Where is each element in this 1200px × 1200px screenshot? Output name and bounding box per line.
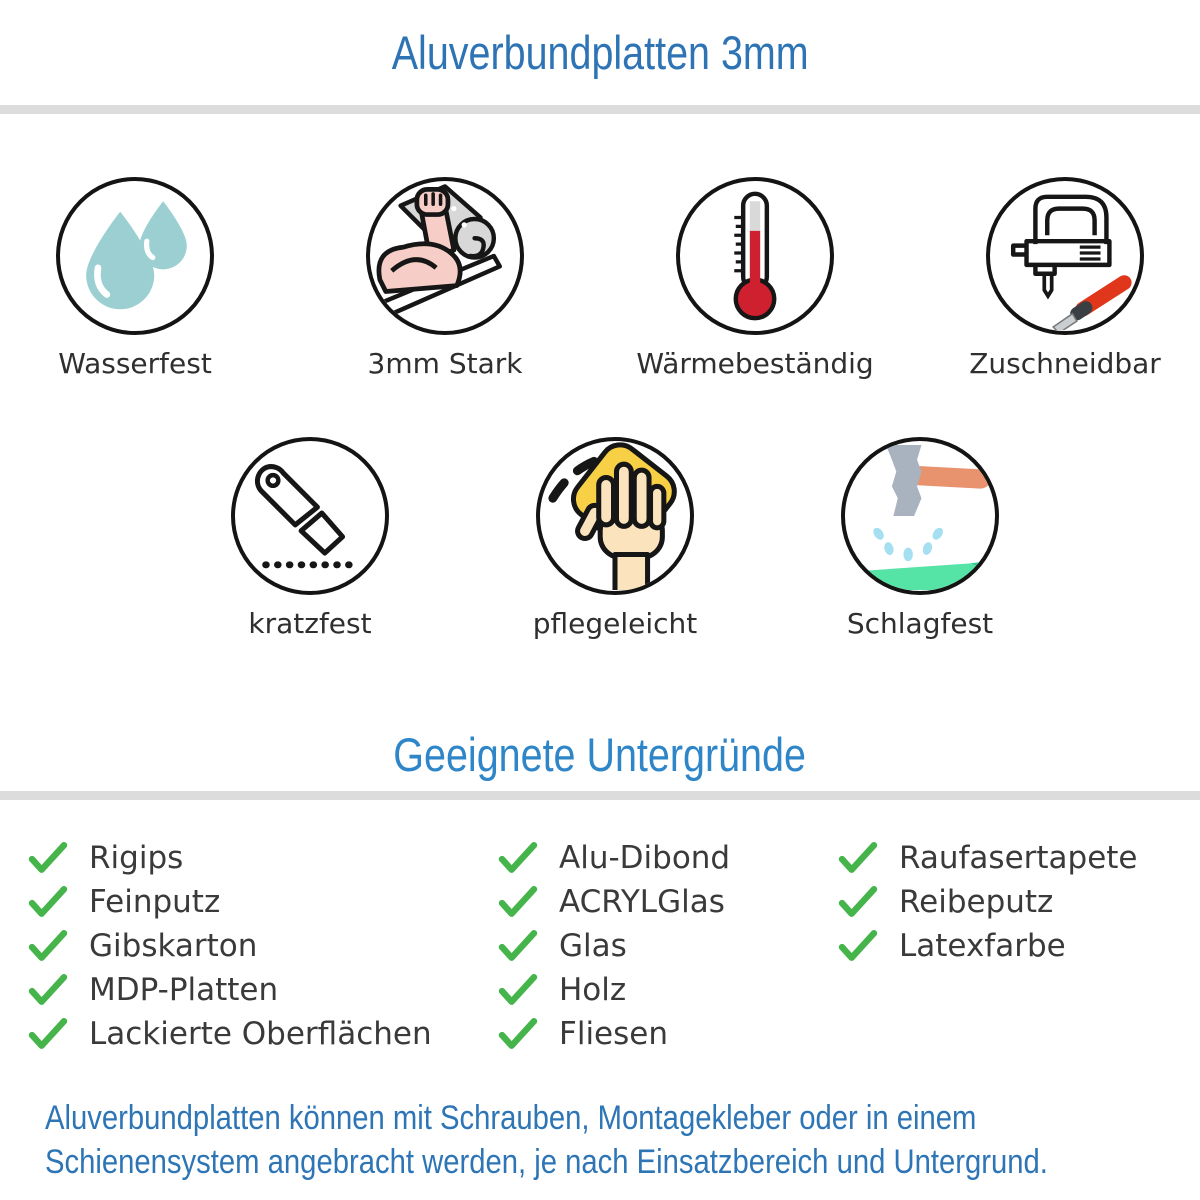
jigsaw-icon [1010,194,1132,330]
substrate-label: ACRYLGlas [559,884,725,920]
features-row-1: Wasserfest [0,177,1200,379]
list-item: Gibskarton [28,924,498,968]
feature-circle [366,177,524,335]
features-row-2: kratzfest pflege [0,437,1200,639]
substrate-label: MDP-Platten [89,972,279,1008]
substrate-label: Gibskarton [89,928,258,964]
substrate-label: Feinputz [89,884,221,920]
list-item: Feinputz [28,880,498,924]
substrates-column-3: Raufasertapete Reibeputz Latexfarbe [838,836,1198,1056]
check-icon [28,974,68,1005]
feature-3mm-stark: 3mm Stark [330,177,560,379]
list-item: Lackierte Oberflächen [28,1012,498,1056]
page-title: Aluverbundplatten 3mm [391,26,809,79]
thermometer-icon [733,191,777,321]
divider [0,791,1200,800]
feature-circle [986,177,1144,335]
substrates-title: Geeignete Untergründe [393,728,807,781]
flexed-arm-icon [376,184,502,318]
feature-label: Wasserfest [58,347,212,380]
substrate-label: Glas [559,928,627,964]
mounting-note-line: Schienensystem angebracht werden, je nac… [45,1143,1048,1181]
check-icon [28,842,68,873]
substrates-header: Geeignete Untergründe [0,727,1200,783]
check-icon [838,930,878,961]
substrate-label: Reibeputz [899,884,1054,920]
utility-knife-icon [254,464,355,569]
check-icon [498,886,538,917]
check-icon [498,842,538,873]
feature-label: pflegeleicht [532,607,698,640]
check-icon [498,1018,538,1049]
list-item: Glas [498,924,838,968]
substrate-label: Alu-Dibond [559,840,731,876]
feature-label: kratzfest [248,607,372,640]
substrate-label: Rigips [89,840,184,876]
substrates-column-2: Alu-Dibond ACRYLGlas Glas Holz Fliesen [498,836,838,1056]
feature-label: Schlagfest [846,607,994,640]
check-icon [838,842,878,873]
hammer-icon [846,444,994,590]
feature-label: 3mm Stark [367,347,523,380]
substrates-column-1: Rigips Feinputz Gibskarton MDP-Platten L… [28,836,498,1056]
substrate-label: Lackierte Oberflächen [89,1016,432,1052]
list-item: Alu-Dibond [498,836,838,880]
feature-waermebestaendig: Wärmebeständig [636,177,874,379]
feature-schlagfest: Schlagfest [805,437,1035,639]
divider [0,105,1200,114]
feature-kratzfest: kratzfest [195,437,425,639]
check-icon [498,974,538,1005]
substrate-label: Holz [559,972,627,1008]
list-item: Latexfarbe [838,924,1198,968]
feature-pflegeleicht: pflegeleicht [500,437,730,639]
feature-label: Wärmebeständig [636,347,874,380]
list-item: Rigips [28,836,498,880]
feature-circle [536,437,694,595]
substrate-label: Fliesen [559,1016,668,1052]
check-icon [498,930,538,961]
water-drops-icon [86,201,187,310]
feature-circle [56,177,214,335]
list-item: ACRYLGlas [498,880,838,924]
feature-circle [841,437,999,595]
mounting-note-line: Aluverbundplatten können mit Schrauben, … [45,1099,977,1137]
hand-cloth-icon [548,442,677,590]
list-item: Holz [498,968,838,1012]
list-item: MDP-Platten [28,968,498,1012]
mounting-note: Aluverbundplatten können mit Schrauben, … [0,1096,1200,1184]
check-icon [28,1018,68,1049]
list-item: Fliesen [498,1012,838,1056]
header: Aluverbundplatten 3mm [0,0,1200,105]
substrate-label: Raufasertapete [899,840,1138,876]
feature-label: Zuschneidbar [969,347,1161,380]
check-icon [838,886,878,917]
substrates-list: Rigips Feinputz Gibskarton MDP-Platten L… [0,836,1200,1056]
substrate-label: Latexfarbe [899,928,1066,964]
feature-wasserfest: Wasserfest [20,177,250,379]
feature-zuschneidbar: Zuschneidbar [950,177,1180,379]
check-icon [28,886,68,917]
list-item: Raufasertapete [838,836,1198,880]
feature-circle [676,177,834,335]
feature-circle [231,437,389,595]
check-icon [28,930,68,961]
list-item: Reibeputz [838,880,1198,924]
